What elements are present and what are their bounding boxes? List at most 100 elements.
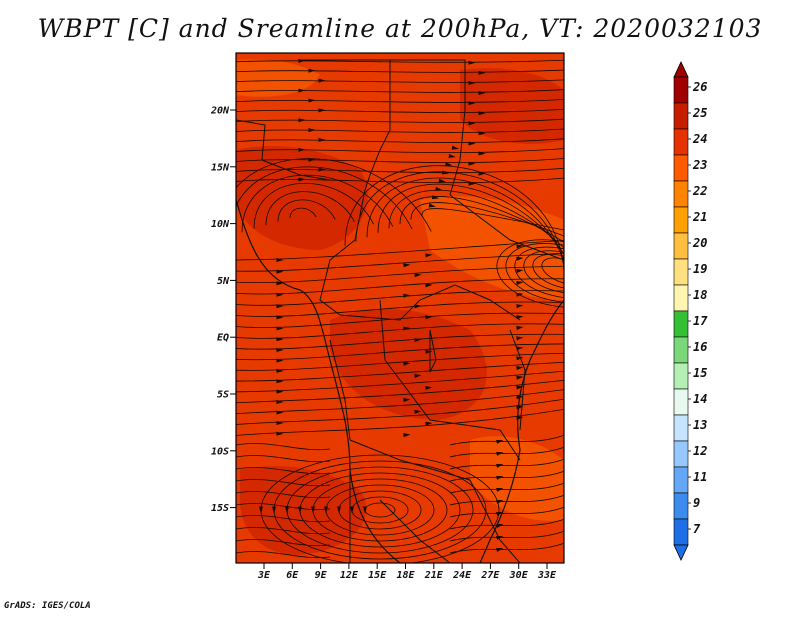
- flow-arrow: [272, 506, 276, 514]
- streamline: [236, 278, 564, 295]
- flow-arrow: [308, 157, 316, 162]
- flow-arrow: [318, 167, 326, 172]
- country-borders: [236, 59, 564, 563]
- flow-arrow: [425, 283, 433, 288]
- streamline: [236, 79, 564, 83]
- flow-arrow: [403, 326, 411, 331]
- west-coastline: [236, 199, 401, 563]
- flow-arrow: [516, 292, 524, 297]
- flow-arrow: [425, 421, 433, 426]
- lat-label: EQ: [217, 333, 229, 344]
- streamline: [236, 398, 564, 425]
- colorbar-label: 18: [693, 288, 707, 302]
- streamline: [236, 539, 331, 547]
- streamline: [236, 479, 331, 487]
- lat-label: 10N: [211, 219, 230, 230]
- flow-arrow: [468, 141, 476, 146]
- streamline: [236, 312, 564, 328]
- flow-arrow: [276, 258, 284, 262]
- flow-arrow: [428, 203, 436, 208]
- streamline: [523, 250, 564, 294]
- flow-arrow: [276, 304, 284, 309]
- lake-outline: [429, 329, 437, 373]
- colorbar-label: 25: [692, 106, 707, 120]
- flow-arrow: [425, 315, 433, 320]
- colorbar-label: 15: [693, 366, 707, 380]
- flow-arrow: [324, 506, 328, 514]
- latitude-axis: 20N 15N 10N 5N EQ 5S 10S 15S: [210, 106, 236, 514]
- flow-arrow: [516, 346, 524, 351]
- streamline: [449, 506, 564, 518]
- flow-arrow: [516, 326, 524, 330]
- flow-arrow: [496, 439, 504, 444]
- lon-label: 27E: [480, 570, 500, 581]
- streamline: [236, 177, 564, 184]
- lon-label: 6E: [286, 570, 299, 581]
- flow-arrow: [259, 506, 263, 514]
- east-coastline: [479, 299, 564, 563]
- lat-label: 5N: [217, 276, 230, 287]
- streamline: [236, 370, 564, 393]
- flow-arrow: [285, 506, 289, 514]
- flow-arrow: [363, 506, 367, 514]
- flow-arrow: [311, 506, 315, 514]
- flow-arrow: [431, 195, 440, 200]
- streamline: [265, 191, 355, 226]
- colorbar-swatch: [673, 362, 689, 390]
- flow-arrow: [478, 131, 486, 136]
- flow-arrow: [403, 293, 411, 298]
- flow-arrow: [414, 304, 422, 309]
- colorbar-label: 12: [693, 444, 707, 458]
- colorbar-label: 19: [693, 262, 707, 276]
- streamline: [388, 190, 564, 249]
- streamline: [236, 290, 564, 306]
- streamline: [236, 89, 564, 93]
- streamline: [449, 530, 564, 542]
- colorbar-label: 26: [692, 80, 707, 94]
- streamline: [355, 171, 564, 267]
- flow-arrow: [403, 397, 411, 402]
- colorbar-label: 16: [693, 340, 707, 354]
- streamline: [236, 301, 564, 317]
- colorbar-top-arrow: [673, 61, 689, 78]
- flow-arrow: [276, 389, 284, 394]
- streamline: [532, 254, 564, 289]
- streamline: [236, 99, 564, 103]
- flow-arrow: [276, 410, 284, 415]
- lat-label: 10S: [211, 446, 229, 457]
- streamline: [236, 108, 564, 113]
- lat-label: 20N: [210, 106, 230, 117]
- streamline: [236, 515, 331, 523]
- flow-arrow: [468, 101, 476, 106]
- lon-label: 21E: [424, 570, 444, 581]
- flow-arrow: [318, 108, 326, 113]
- streamlines: [236, 59, 564, 563]
- flow-arrow: [496, 499, 504, 504]
- colorbar-label: 21: [692, 210, 707, 224]
- flow-arrow: [478, 171, 486, 176]
- colorbar-swatch: [673, 102, 689, 130]
- flow-arrow: [468, 60, 476, 65]
- flow-arrow: [496, 451, 504, 456]
- colorbar-swatch: [673, 310, 689, 338]
- flow-arrow: [276, 281, 284, 286]
- colorbar-label: 7: [693, 522, 701, 536]
- streamline: [236, 265, 564, 284]
- flow-arrow: [516, 336, 524, 341]
- flow-arrow: [478, 111, 486, 116]
- colorbar-swatch: [673, 518, 689, 546]
- streamline: [505, 243, 564, 303]
- lon-label: 33E: [537, 570, 557, 581]
- flow-arrow: [276, 269, 284, 274]
- colorbar-label: 9: [693, 496, 700, 510]
- colorbar-label: 14: [693, 392, 707, 406]
- colorbar-swatch: [673, 336, 689, 364]
- streamline: [236, 467, 331, 475]
- lon-label: 9E: [315, 570, 328, 581]
- colorbar-swatch: [673, 388, 689, 416]
- plot-frame: [235, 52, 565, 564]
- streamline: [496, 239, 564, 308]
- flow-arrow: [516, 366, 524, 371]
- streamline: [236, 379, 564, 404]
- streamline: [236, 503, 331, 511]
